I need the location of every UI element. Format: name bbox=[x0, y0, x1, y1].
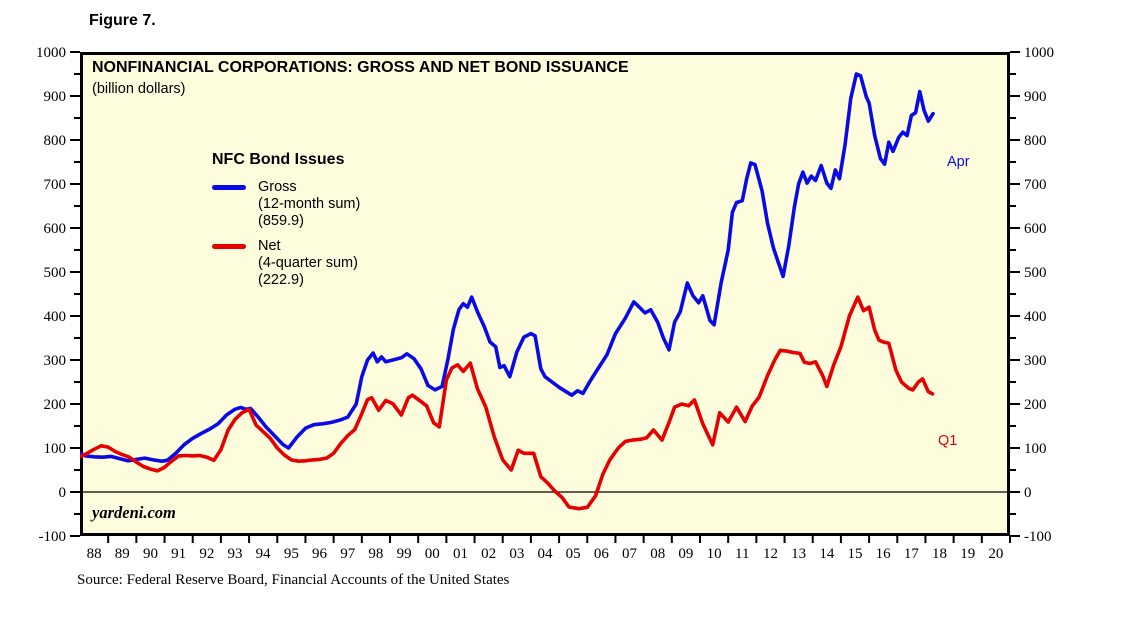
axis-tick-label: 800 bbox=[44, 133, 67, 149]
axis-tick-label: 1000 bbox=[1024, 45, 1054, 61]
legend-net-value: (222.9) bbox=[258, 272, 304, 288]
axis-tick-label: 10 bbox=[707, 546, 722, 562]
axis-tick-label: 04 bbox=[538, 546, 554, 562]
gross-line bbox=[80, 72, 935, 464]
axis-tick-label: 92 bbox=[199, 546, 214, 562]
axis-tick-label: 91 bbox=[171, 546, 186, 562]
axis-tick-label: 17 bbox=[904, 546, 920, 562]
chart-title: NONFINANCIAL CORPORATIONS: GROSS AND NET… bbox=[92, 59, 629, 76]
axis-tick-label: 06 bbox=[594, 546, 610, 562]
figure-label: Figure 7. bbox=[89, 12, 156, 29]
axis-tick-label: 09 bbox=[678, 546, 693, 562]
axis-tick-label: 19 bbox=[960, 546, 975, 562]
axis-tick-label: 99 bbox=[397, 546, 412, 562]
axis-tick-label: 800 bbox=[1024, 133, 1047, 149]
axis-tick-label: 08 bbox=[650, 546, 665, 562]
axis-tick-label: 700 bbox=[44, 177, 67, 193]
net-line-swatch-icon bbox=[212, 244, 246, 249]
legend-net-sub: (4-quarter sum) bbox=[258, 255, 358, 271]
axis-tick-label: 13 bbox=[791, 546, 806, 562]
axis-tick-label: 900 bbox=[44, 89, 67, 105]
axis-tick-label: 14 bbox=[819, 546, 835, 562]
axis-tick-label: 01 bbox=[453, 546, 468, 562]
plot-svg bbox=[80, 72, 1010, 511]
chart-plot-area: NONFINANCIAL CORPORATIONS: GROSS AND NET… bbox=[80, 52, 1010, 536]
axis-tick-label: 0 bbox=[1024, 485, 1032, 501]
axis-tick-label: 97 bbox=[340, 546, 356, 562]
axis-tick-label: 300 bbox=[44, 353, 67, 369]
axis-tick-label: 500 bbox=[44, 265, 67, 281]
chart-subtitle: (billion dollars) bbox=[92, 81, 186, 97]
axis-tick-label: 400 bbox=[44, 309, 67, 325]
axis-tick-label: 94 bbox=[256, 546, 272, 562]
axis-tick-label: 100 bbox=[1024, 441, 1047, 457]
axis-tick-label: -100 bbox=[39, 529, 67, 545]
axis-tick-label: 11 bbox=[735, 546, 749, 562]
net-series-end-label: Q1 bbox=[938, 433, 958, 449]
legend: NFC Bond Issues Gross (12-month sum) (85… bbox=[212, 151, 360, 297]
axis-tick-label: 89 bbox=[115, 546, 130, 562]
axis-tick-label: 900 bbox=[1024, 89, 1047, 105]
axis-tick-label: 500 bbox=[1024, 265, 1047, 281]
legend-gross-value: (859.9) bbox=[258, 213, 304, 229]
axis-tick-label: 98 bbox=[368, 546, 383, 562]
watermark: yardeni.com bbox=[92, 503, 176, 522]
axis-tick-label: 600 bbox=[44, 221, 67, 237]
axis-tick-label: 03 bbox=[509, 546, 524, 562]
axis-tick-label: 400 bbox=[1024, 309, 1047, 325]
axis-tick-label: 16 bbox=[876, 546, 892, 562]
axis-tick-label: 07 bbox=[622, 546, 638, 562]
axis-tick-label: 15 bbox=[848, 546, 863, 562]
legend-gross-label: Gross bbox=[258, 179, 297, 195]
axis-tick-label: 00 bbox=[425, 546, 440, 562]
axis-tick-label: 100 bbox=[44, 441, 67, 457]
axis-tick-label: 93 bbox=[228, 546, 243, 562]
legend-entry-gross: Gross (12-month sum) (859.9) bbox=[212, 179, 360, 230]
axis-tick-label: 600 bbox=[1024, 221, 1047, 237]
axis-tick-label: 18 bbox=[932, 546, 947, 562]
axis-tick-label: 20 bbox=[988, 546, 1003, 562]
axis-tick-label: 12 bbox=[763, 546, 778, 562]
axis-tick-label: -100 bbox=[1024, 529, 1052, 545]
axis-tick-label: 1000 bbox=[36, 45, 66, 61]
axis-tick-label: 88 bbox=[87, 546, 102, 562]
legend-entry-net: Net (4-quarter sum) (222.9) bbox=[212, 238, 360, 289]
axis-tick-label: 05 bbox=[566, 546, 581, 562]
axis-tick-label: 90 bbox=[143, 546, 158, 562]
legend-title: NFC Bond Issues bbox=[212, 151, 345, 168]
axis-tick-label: 95 bbox=[284, 546, 299, 562]
net-line bbox=[80, 295, 935, 511]
axis-tick-label: 200 bbox=[1024, 397, 1047, 413]
axis-tick-label: 96 bbox=[312, 546, 328, 562]
axis-tick-label: 200 bbox=[44, 397, 67, 413]
legend-net-label: Net bbox=[258, 238, 281, 254]
axis-tick-label: 0 bbox=[59, 485, 67, 501]
axis-tick-label: 700 bbox=[1024, 177, 1047, 193]
legend-gross-sub: (12-month sum) bbox=[258, 196, 361, 212]
gross-line-swatch-icon bbox=[212, 185, 246, 190]
axis-tick-label: 02 bbox=[481, 546, 496, 562]
gross-series-end-label: Apr bbox=[947, 154, 970, 170]
axis-tick-label: 300 bbox=[1024, 353, 1047, 369]
source-note: Source: Federal Reserve Board, Financial… bbox=[77, 572, 510, 588]
